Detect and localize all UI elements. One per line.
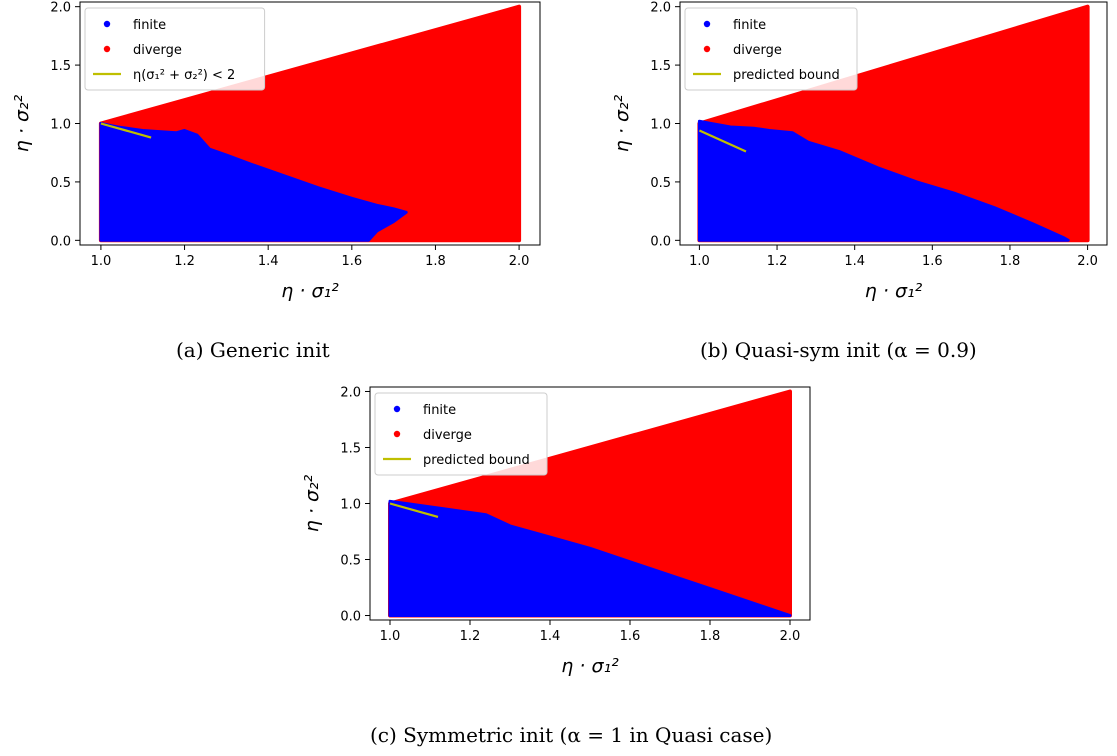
y-tick-label: 2.0: [340, 385, 361, 400]
y-tick-label: 0.5: [340, 554, 361, 569]
predicted-bound-line: [100, 122, 152, 139]
legend-label: predicted bound: [423, 453, 530, 468]
y-tick-label: 0.5: [50, 176, 71, 191]
x-tick-label: 1.0: [689, 254, 710, 269]
legend-marker-dot: [703, 20, 711, 28]
legend-label: finite: [133, 18, 166, 33]
x-tick-label: 1.0: [380, 629, 401, 644]
predicted-bound-line: [389, 502, 439, 519]
legend-marker-dot: [103, 20, 111, 28]
legend-label: diverge: [733, 43, 782, 58]
legend-label: finite: [423, 403, 456, 418]
x-tick-label: 1.6: [922, 254, 943, 269]
legend: finite diverge predicted bound: [684, 7, 858, 91]
y-tick-label: 1.0: [50, 118, 71, 133]
y-tick-label: 0.5: [650, 176, 671, 191]
finite-region: [388, 499, 792, 617]
predicted-bound-line: [698, 129, 747, 153]
y-tick-label: 0.0: [650, 234, 671, 249]
x-tick-label: 1.6: [620, 629, 641, 644]
chart-svg-c: 1.0 1.2 1.4 1.6 1.8 2.0 0.0 0.5 1.0 1.5 2.0 η · σ₁²…: [301, 385, 811, 677]
x-tick-label: 1.8: [700, 629, 721, 644]
legend-marker-dot: [103, 45, 111, 53]
x-axis-title: η · σ₁²: [561, 655, 619, 677]
y-axis-title: η · σ₂²: [301, 474, 323, 532]
y-tick-label: 1.0: [340, 498, 361, 513]
chart-panel-b: 1.0 1.2 1.4 1.6 1.8 2.0 0.0 0.5 1.0 1.5 2.0 η · σ₁²…: [570, 0, 1117, 330]
legend-marker-dot: [703, 45, 711, 53]
chart-svg-b: 1.0 1.2 1.4 1.6 1.8 2.0 0.0 0.5 1.0 1.5 2.0 η · σ₁²…: [611, 1, 1108, 302]
legend-marker-dot: [393, 430, 401, 438]
y-axis-title: η · σ₂²: [611, 94, 633, 152]
legend-label: diverge: [133, 43, 182, 58]
plot-area: [388, 389, 792, 618]
legend-label: η(σ₁² + σ₂²) < 2: [133, 68, 235, 83]
y-tick-label: 1.5: [340, 441, 361, 456]
y-axis-title: η · σ₂²: [11, 94, 33, 152]
legend-label: predicted bound: [733, 68, 840, 83]
x-axis-title: η · σ₁²: [281, 280, 339, 302]
y-tick-label: 1.5: [650, 59, 671, 74]
legend-box: [374, 392, 548, 476]
x-tick-label: 1.6: [341, 254, 362, 269]
caption-c: (c) Symmetric init (α = 1 in Quasi case): [370, 723, 773, 747]
x-tick-label: 1.4: [540, 629, 561, 644]
x-tick-label: 1.8: [1000, 254, 1021, 269]
chart-svg-a: 1.0 1.2 1.4 1.6 1.8 2.0 0.0 0.5 1.0 1.5 2.0 η · σ₁²…: [11, 1, 541, 302]
y-tick-label: 2.0: [50, 1, 71, 16]
x-tick-label: 1.4: [258, 254, 279, 269]
plot-area: [697, 4, 1090, 243]
x-tick-label: 2.0: [780, 629, 801, 644]
x-tick-label: 1.2: [767, 254, 788, 269]
caption-a: (a) Generic init: [176, 338, 330, 362]
x-axis-title: η · σ₁²: [865, 280, 923, 302]
x-tick-label: 1.2: [174, 254, 195, 269]
legend-box: [84, 7, 266, 91]
legend-box: [684, 7, 858, 91]
x-tick-label: 1.2: [460, 629, 481, 644]
legend: finite diverge predicted bound: [374, 392, 548, 476]
y-tick-label: 0.0: [340, 610, 361, 625]
chart-panel-c: 1.0 1.2 1.4 1.6 1.8 2.0 0.0 0.5 1.0 1.5 2.0 η · σ₁²…: [290, 385, 830, 715]
plot-area: [98, 4, 522, 243]
x-tick-label: 2.0: [1077, 254, 1098, 269]
x-tick-label: 2.0: [509, 254, 530, 269]
caption-b: (b) Quasi-sym init (α = 0.9): [700, 338, 977, 362]
chart-panel-a: 1.0 1.2 1.4 1.6 1.8 2.0 0.0 0.5 1.0 1.5 2.0 η · σ₁²…: [0, 0, 560, 330]
y-tick-label: 1.0: [650, 118, 671, 133]
finite-region: [697, 119, 1070, 242]
legend: finite diverge η(σ₁² + σ₂²) < 2: [84, 7, 266, 91]
x-tick-label: 1.8: [425, 254, 446, 269]
legend-label: finite: [733, 18, 766, 33]
y-tick-label: 1.5: [50, 59, 71, 74]
y-tick-label: 2.0: [650, 1, 671, 16]
x-tick-label: 1.0: [91, 254, 112, 269]
x-tick-label: 1.4: [844, 254, 865, 269]
y-tick-label: 0.0: [50, 234, 71, 249]
finite-region: [99, 122, 408, 242]
legend-marker-dot: [393, 405, 401, 413]
legend-label: diverge: [423, 428, 472, 443]
